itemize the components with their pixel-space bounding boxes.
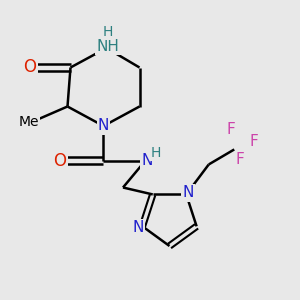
Text: N: N: [98, 118, 109, 134]
Text: H: H: [151, 146, 161, 160]
Text: N: N: [132, 220, 144, 235]
Text: F: F: [249, 134, 258, 149]
Text: O: O: [53, 152, 67, 169]
Text: F: F: [236, 152, 244, 167]
Text: NH: NH: [97, 39, 119, 54]
Text: O: O: [23, 58, 37, 76]
Text: H: H: [103, 25, 113, 38]
Text: F: F: [227, 122, 236, 137]
Text: N: N: [182, 185, 194, 200]
Text: Me: Me: [18, 115, 39, 128]
Text: N: N: [141, 153, 153, 168]
